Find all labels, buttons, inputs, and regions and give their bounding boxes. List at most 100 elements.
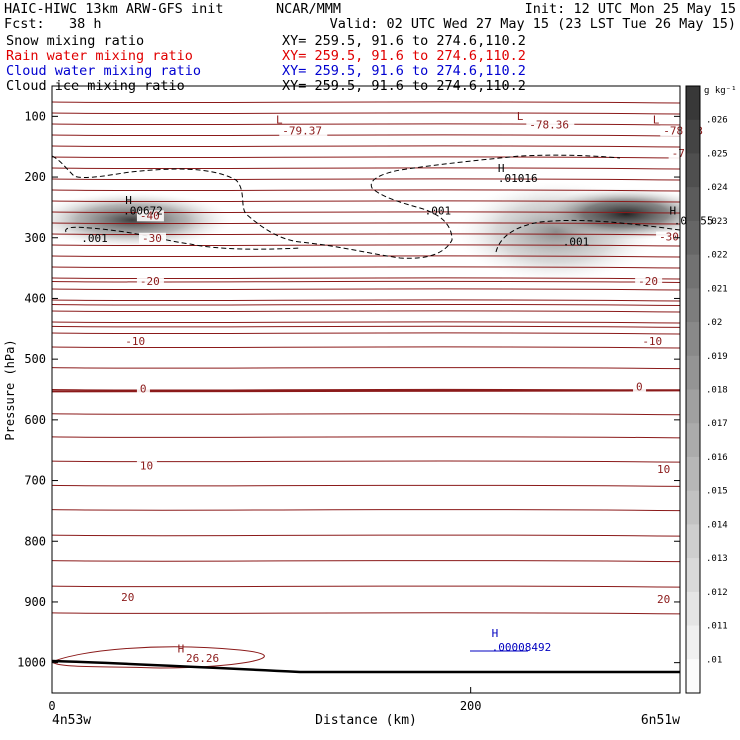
temp-label: -30: [659, 231, 679, 244]
temp-label: -20: [140, 275, 160, 288]
temperature-contours: [52, 101, 680, 674]
y-tick-label: 400: [24, 291, 46, 305]
header-fcst: Fcst: 38 h: [4, 16, 102, 32]
isotherm-line: [52, 560, 680, 563]
colorbar-swatch: [686, 187, 700, 222]
isotherm-line: [52, 134, 680, 137]
colorbar-tick-label: .011: [706, 622, 728, 632]
temp-label-bg: [633, 381, 647, 393]
colorbar-frame: [685, 85, 701, 694]
colorbar-swatch: [686, 288, 700, 323]
y-tick-label: 1000: [17, 656, 46, 670]
colorbar-swatch: [686, 524, 700, 559]
colorbar-swatch: [686, 659, 700, 694]
temp-label-bg: [136, 210, 164, 222]
x-axis-label: Distance (km): [315, 713, 417, 728]
temp-label: -79.37: [282, 124, 322, 137]
isotherm-line: [52, 178, 680, 181]
terrain-line: [52, 659, 680, 674]
colorbar-tick-label: .023: [706, 217, 728, 227]
colorbar-swatch: [686, 322, 700, 357]
temp-label-bg: [279, 125, 328, 137]
cloud-water-value: .00008492: [492, 641, 552, 654]
isotherm-line: [52, 325, 680, 328]
temp-label-bg: [660, 125, 709, 137]
colorbar-tick-label: .024: [706, 183, 728, 193]
temp-label: -40: [140, 209, 160, 222]
temp-label: -10: [642, 335, 662, 348]
y-tick-label: 700: [24, 474, 46, 488]
isotherm-line: [52, 145, 680, 148]
high-low-symbol: L: [276, 114, 283, 127]
plot-frame: [51, 85, 681, 694]
ice-contour-right: [495, 219, 680, 253]
colorbar-tick-label: .018: [706, 386, 728, 396]
y-tick-label: 200: [24, 170, 46, 184]
isotherm-line: [52, 321, 680, 324]
colorbar-tick-label: .013: [706, 554, 728, 564]
colorbar-tick-label: .026: [706, 116, 728, 126]
isotherm-line: [52, 585, 680, 588]
colorbar-tick-label: .02: [706, 318, 722, 328]
isotherm-line: [52, 436, 680, 439]
temp-label: 0: [636, 381, 643, 394]
field-cloudice-name: Cloud ice mixing ratio: [6, 78, 185, 94]
y-tick-label: 800: [24, 534, 46, 548]
temp-label-bg: [118, 592, 139, 604]
isotherm-line: [52, 123, 680, 126]
isotherm-line: [52, 332, 680, 335]
colorbar-tick-label: .022: [706, 251, 728, 261]
ice-contour-left: [52, 154, 621, 259]
isotherm-line: [52, 266, 680, 269]
colorbar-swatch: [686, 625, 700, 660]
y-tick-label: 600: [24, 413, 46, 427]
isotherm-line: [52, 303, 680, 307]
colorbar-swatch: [686, 86, 700, 121]
temp-label-bg: [656, 231, 684, 243]
isotherm-line: [52, 288, 680, 291]
temp-label-bg: [122, 335, 150, 347]
isotherm-line: [52, 156, 680, 159]
colorbar-swatch: [686, 591, 700, 627]
header-source: NCAR/MMM: [276, 1, 342, 17]
y-axis-label: Pressure (hPa): [3, 339, 17, 440]
cloud-water-label: H.00008492: [492, 627, 552, 654]
isotherm-line: [52, 509, 680, 512]
temp-label-bg: [668, 147, 696, 159]
temp-label: -20: [638, 275, 658, 288]
colorbar-swatch: [686, 490, 700, 525]
header-init: Init: 12 UTC Mon 25 May 15: [524, 1, 736, 17]
colorbar: .026 .025 .024 .023 .022 .021 .02 .019 .018 .017.…: [685, 85, 728, 694]
ice-label: H: [125, 194, 132, 207]
surface-contour: [52, 646, 265, 669]
isotherm-line: [52, 299, 680, 302]
y-tick-label: 300: [24, 231, 46, 245]
field-snow-xy: XY= 259.5, 91.6 to 274.6,110.2: [282, 33, 526, 49]
colorbar-swatch: [686, 456, 700, 492]
isotherm-line: [52, 612, 680, 615]
temp-label: -10: [125, 335, 145, 348]
isotherm-line: [52, 277, 680, 280]
temp-label-bg: [182, 652, 224, 664]
isotherm-line: [52, 484, 680, 487]
field-snow-name: Snow mixing ratio: [6, 33, 145, 49]
colorbar-tick-label: .017: [706, 419, 728, 429]
isotherm-line: [52, 366, 680, 370]
colorbar-swatch: [686, 558, 700, 593]
colorbar-swatch: [686, 119, 700, 154]
high-low-symbol: L: [653, 114, 660, 127]
field-cloudice-xy: XY= 259.5, 91.6 to 274.6,110.2: [282, 78, 526, 94]
header-valid: Valid: 02 UTC Wed 27 May 15 (23 LST Tue …: [329, 16, 736, 32]
isotherm-line: [52, 255, 680, 258]
header-title: HAIC-HIWC 13km ARW-GFS init: [4, 1, 224, 17]
x-tick-label: 0: [48, 699, 55, 713]
isotherm-line: [52, 200, 680, 203]
temp-label-bg: [139, 232, 167, 244]
field-rain-xy: XY= 259.5, 91.6 to 274.6,110.2: [282, 48, 526, 64]
temp-label: -30: [142, 232, 162, 245]
isotherm-line: [52, 222, 680, 225]
x-tick-label: 200: [460, 699, 482, 713]
isotherm-line: [52, 233, 680, 236]
colorbar-tick-label: .015: [706, 487, 728, 497]
